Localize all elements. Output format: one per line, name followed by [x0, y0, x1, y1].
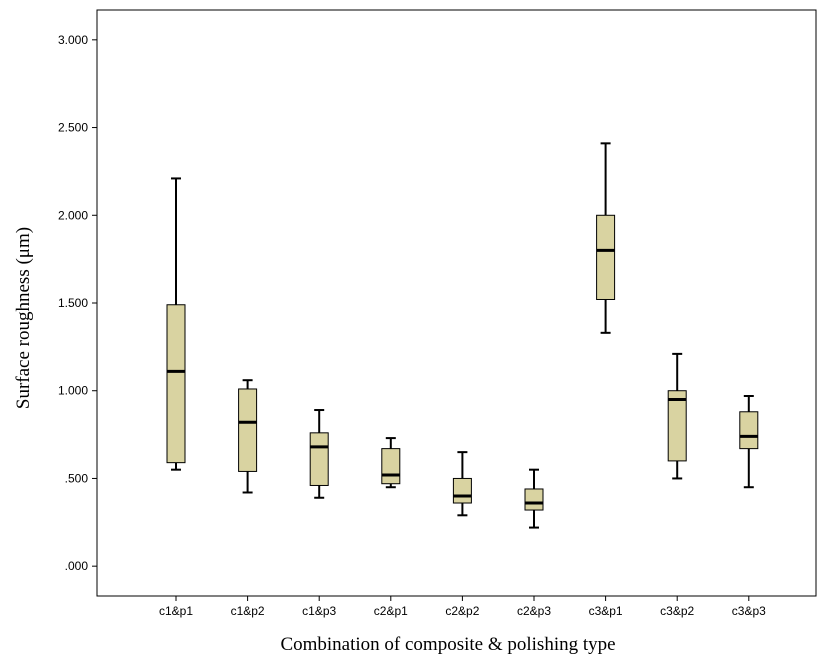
box-c1-p3 [309, 409, 329, 499]
tick-labels: .000 .500 1.000 1.500 2.000 2.500 3.000 c1&p1 c1… [58, 33, 766, 618]
box-marks [166, 142, 759, 529]
iqr-box [309, 432, 329, 486]
box-c3-p3 [739, 394, 759, 489]
box-c3-p1 [596, 142, 616, 334]
x-tick-label: c2&p2 [445, 604, 479, 618]
x-tick-label: c3&p1 [589, 604, 623, 618]
iqr-box [524, 488, 544, 511]
iqr-box [238, 388, 258, 472]
x-tick-label: c2&p1 [374, 604, 408, 618]
x-tick-label: c1&p1 [159, 604, 193, 618]
iqr-box [667, 390, 687, 462]
y-axis-title: Surface roughness (μm) [13, 227, 34, 409]
box-c2-p1 [381, 437, 401, 489]
y-tick-label: 2.500 [58, 121, 88, 135]
box-c1-p2 [238, 379, 258, 494]
axes [92, 9, 817, 601]
iqr-box [739, 411, 759, 450]
box-c2-p2 [452, 451, 472, 517]
y-tick-label: 2.000 [58, 208, 88, 222]
plot-frame [96, 9, 817, 597]
x-axis-title: Combination of composite & polishing typ… [280, 634, 615, 655]
iqr-box [166, 304, 186, 464]
x-tick-label: c3&p3 [732, 604, 766, 618]
x-tick-label: c1&p2 [231, 604, 265, 618]
iqr-box [596, 214, 616, 300]
box-c1-p1 [166, 177, 186, 471]
x-tick-label: c1&p3 [302, 604, 336, 618]
x-tick-label: c3&p2 [660, 604, 694, 618]
y-tick-label: 1.000 [58, 384, 88, 398]
iqr-box [381, 448, 401, 485]
y-tick-label: 3.000 [58, 33, 88, 47]
y-tick-label: .500 [65, 471, 89, 485]
iqr-box [452, 477, 472, 504]
box-c2-p3 [524, 468, 544, 529]
x-tick-label: c2&p3 [517, 604, 551, 618]
y-tick-label: .000 [65, 559, 89, 573]
y-tick-label: 1.500 [58, 296, 88, 310]
box-c3-p2 [667, 352, 687, 480]
